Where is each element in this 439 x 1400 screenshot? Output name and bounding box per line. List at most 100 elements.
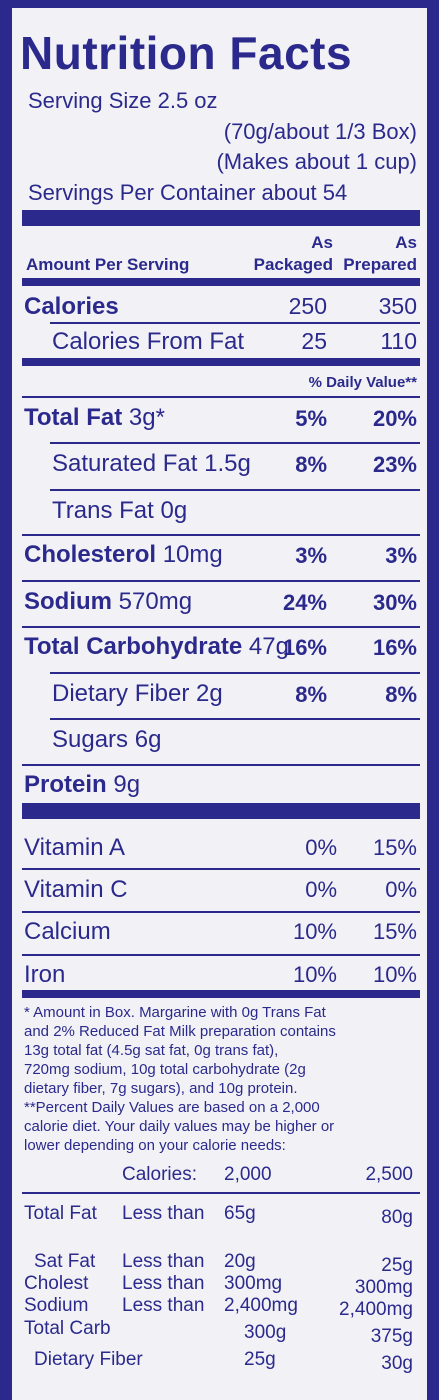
- dv-row-value-2000: 25g: [244, 1349, 276, 1370]
- nutrient-name: Trans Fat: [52, 497, 154, 524]
- medium-divider: [22, 990, 420, 998]
- divider: [22, 396, 420, 398]
- dv-row-name: Sodium: [24, 1295, 89, 1316]
- nutrient-row-trans-fat: Trans Fat 0g: [52, 499, 187, 523]
- nutrient-row-saturated-fat: Saturated Fat 1.5g: [52, 452, 251, 476]
- nutrient-amount: 10mg: [162, 541, 223, 568]
- nutrient-name: Cholesterol: [24, 541, 157, 568]
- divider: [22, 626, 420, 628]
- footnote-line: **Percent Daily Values are based on a 2,…: [24, 1099, 320, 1116]
- nutrient-name: Protein: [24, 771, 107, 798]
- thick-divider: [22, 210, 420, 226]
- dv-calories-label: Calories:: [122, 1164, 197, 1185]
- nutrient-row-sodium: Sodium 570mg: [24, 590, 192, 614]
- dv-row-value-2000: 20g: [224, 1251, 256, 1272]
- nutrient-name: Sodium: [24, 588, 112, 615]
- nutrient-name: Total Fat: [24, 404, 123, 431]
- vitamin-c-prepared: 0%: [385, 877, 417, 902]
- nutrient-name: Total Carbohydrate: [24, 633, 243, 660]
- footnote-line: 720mg sodium, 10g total carbohydrate (2g: [24, 1061, 306, 1078]
- serving-detail-2: (Makes about 1 cup): [216, 149, 417, 174]
- nutrition-title: Nutrition Facts: [20, 27, 353, 79]
- dv-row-name: Total Fat: [24, 1203, 97, 1224]
- calories-label: Calories: [24, 293, 119, 320]
- dv-row-value-2500: 25g: [381, 1255, 413, 1276]
- calcium-label: Calcium: [24, 918, 111, 945]
- dv-row-qualifier: Less than: [122, 1203, 205, 1224]
- vitamin-a-label: Vitamin A: [24, 834, 125, 861]
- col-packaged-line1: As: [311, 233, 333, 252]
- dv-row-name: Sat Fat: [34, 1251, 96, 1272]
- footnote-line: dietary fiber, 7g sugars), and 10g prote…: [24, 1080, 298, 1097]
- col-prepared-line1: As: [395, 233, 417, 252]
- divider: [22, 1192, 420, 1194]
- nutrient-amount: 6g: [134, 726, 162, 753]
- nutrient-amount: 2g: [196, 680, 223, 707]
- nutrient-row-sugars: Sugars 6g: [52, 728, 161, 752]
- footnote-line: calorie diet. Your daily values may be h…: [24, 1118, 335, 1135]
- total-fat-packaged-dv: 5%: [295, 406, 327, 431]
- dv-row-name: Total Carb: [24, 1318, 111, 1339]
- calories-from-fat-label: Calories From Fat: [52, 328, 245, 355]
- dv-col-2000: 2,000: [224, 1164, 272, 1185]
- nutrition-facts-panel: Nutrition Facts Serving Size 2.5 oz (70g…: [12, 8, 427, 1400]
- divider: [50, 442, 420, 444]
- divider: [50, 489, 420, 491]
- nutrient-amount: 9g: [113, 771, 141, 798]
- vitamin-a-prepared: 15%: [372, 835, 417, 860]
- nutrient-row-cholesterol: Cholesterol 10mg: [24, 543, 223, 567]
- divider: [22, 954, 420, 956]
- sodium-prepared-dv: 30%: [372, 590, 417, 615]
- nutrient-row-protein: Protein 9g: [24, 773, 140, 797]
- dv-row-name: Dietary Fiber: [34, 1349, 143, 1370]
- footnote-line: and 2% Reduced Fat Milk preparation cont…: [24, 1023, 336, 1040]
- dv-row-value-2000: 300g: [244, 1322, 287, 1343]
- serving-size: Serving Size 2.5 oz: [28, 88, 218, 113]
- calories-packaged: 250: [288, 293, 327, 319]
- saturated-fat-prepared-dv: 23%: [372, 452, 417, 477]
- divider: [22, 868, 420, 870]
- dietary-fiber-packaged-dv: 8%: [295, 682, 327, 707]
- medium-divider: [22, 278, 420, 286]
- amount-per-serving-label: Amount Per Serving: [26, 255, 190, 274]
- divider: [50, 322, 420, 324]
- dv-row-value-2500: 80g: [381, 1207, 413, 1228]
- iron-packaged: 10%: [292, 962, 337, 987]
- dv-row-value-2500: 30g: [381, 1353, 413, 1374]
- dv-row-value-2500: 375g: [370, 1326, 413, 1347]
- vitamin-c-packaged: 0%: [305, 877, 337, 902]
- dv-row-value-2500: 300mg: [354, 1277, 413, 1298]
- nutrient-amount: 47g: [248, 633, 289, 660]
- footnote-line: lower depending on your calorie needs:: [24, 1137, 286, 1154]
- nutrient-name: Dietary Fiber: [52, 680, 190, 707]
- dv-row-qualifier: Less than: [122, 1295, 205, 1316]
- calories-from-fat-prepared: 110: [380, 328, 417, 354]
- total-carb-packaged-dv: 16%: [282, 635, 327, 660]
- calories-from-fat-packaged: 25: [301, 328, 327, 354]
- calories-prepared: 350: [378, 293, 417, 319]
- nutrient-row-total-fat: Total Fat 3g*: [24, 406, 165, 430]
- footnote-line: 13g total fat (4.5g sat fat, 0g trans fa…: [24, 1042, 279, 1059]
- divider: [22, 580, 420, 582]
- saturated-fat-packaged-dv: 8%: [295, 452, 327, 477]
- dietary-fiber-prepared-dv: 8%: [385, 682, 417, 707]
- divider: [22, 911, 420, 913]
- nutrient-amount: 570mg: [118, 588, 193, 615]
- thick-divider: [22, 803, 420, 819]
- calcium-prepared: 15%: [372, 919, 417, 944]
- nutrient-row-total-carbohydrate: Total Carbohydrate 47g: [24, 635, 289, 659]
- nutrient-amount: 0g: [160, 497, 188, 524]
- iron-prepared: 10%: [372, 962, 417, 987]
- vitamin-a-packaged: 0%: [305, 835, 337, 860]
- serving-detail-1: (70g/about 1/3 Box): [223, 119, 417, 144]
- sodium-packaged-dv: 24%: [282, 590, 327, 615]
- dv-row-qualifier: Less than: [122, 1273, 205, 1294]
- nutrient-name: Sugars: [52, 726, 129, 753]
- total-fat-prepared-dv: 20%: [372, 406, 417, 431]
- cholesterol-packaged-dv: 3%: [295, 543, 327, 568]
- dv-row-qualifier: Less than: [122, 1251, 205, 1272]
- divider: [50, 718, 420, 720]
- vitamin-c-label: Vitamin C: [24, 876, 128, 903]
- col-packaged-line2: Packaged: [253, 255, 333, 274]
- servings-per-container: Servings Per Container about 54: [28, 180, 348, 205]
